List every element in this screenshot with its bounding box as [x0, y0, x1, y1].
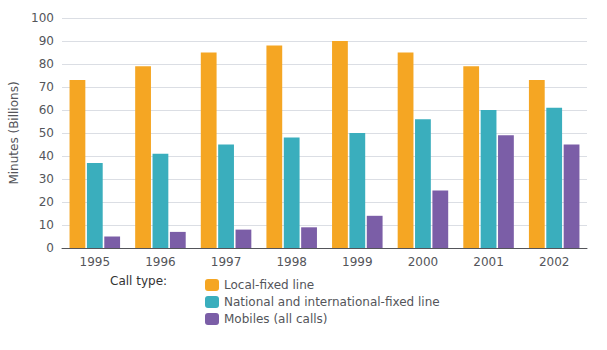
svg-text:Call type:: Call type:: [110, 274, 167, 288]
svg-text:1996: 1996: [145, 255, 176, 269]
svg-text:50: 50: [39, 126, 54, 140]
svg-text:40: 40: [39, 149, 54, 163]
svg-text:2000: 2000: [408, 255, 439, 269]
svg-text:70: 70: [39, 80, 54, 94]
svg-text:0: 0: [46, 241, 54, 255]
svg-text:90: 90: [39, 34, 54, 48]
svg-text:Minutes (Billions): Minutes (Billions): [7, 81, 21, 184]
svg-text:100: 100: [31, 11, 54, 25]
svg-text:2001: 2001: [473, 255, 504, 269]
svg-text:1998: 1998: [276, 255, 307, 269]
svg-text:Mobiles (all calls): Mobiles (all calls): [224, 312, 328, 326]
svg-text:National and international-fix: National and international-fixed line: [224, 295, 440, 309]
svg-text:Local-fixed line: Local-fixed line: [224, 278, 314, 292]
svg-text:20: 20: [39, 195, 54, 209]
svg-text:10: 10: [39, 218, 54, 232]
svg-text:60: 60: [39, 103, 54, 117]
svg-text:80: 80: [39, 57, 54, 71]
svg-text:2002: 2002: [539, 255, 570, 269]
svg-text:30: 30: [39, 172, 54, 186]
svg-text:1997: 1997: [211, 255, 242, 269]
svg-text:1999: 1999: [342, 255, 373, 269]
svg-text:1995: 1995: [80, 255, 111, 269]
